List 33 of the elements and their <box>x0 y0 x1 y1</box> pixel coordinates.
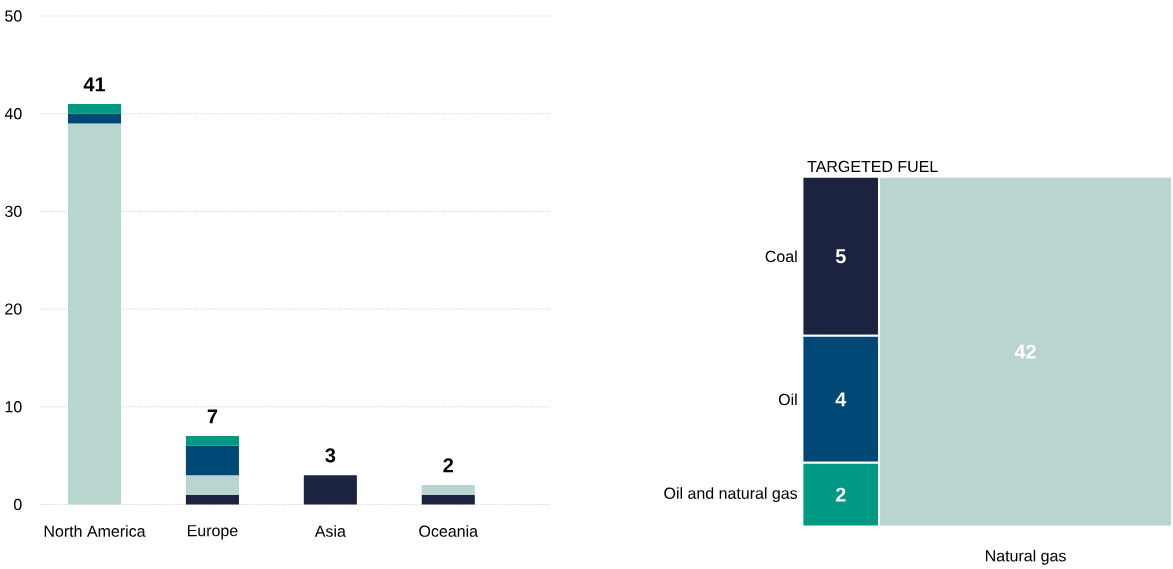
bar <box>185 494 239 505</box>
total-label: 7 <box>207 409 218 424</box>
data-label: 4 <box>835 392 847 407</box>
bar <box>303 475 357 505</box>
bar <box>185 475 239 495</box>
total-label: 3 <box>325 448 336 463</box>
category-label: Oil and natural gas <box>664 487 798 503</box>
x-tick-label: North America <box>44 525 146 537</box>
data-label: 2 <box>835 487 846 502</box>
text: TARGETED FUEL <box>807 160 938 173</box>
y-tick-label: 50 <box>5 10 22 22</box>
x-tick-label: Asia <box>314 525 346 537</box>
bar <box>421 484 475 495</box>
category-label: Coal <box>765 250 797 263</box>
category-label: Oil <box>778 393 797 406</box>
bar <box>185 445 239 476</box>
y-tick-label: 10 <box>5 401 22 413</box>
x-tick-label: Oceania <box>419 525 479 537</box>
total-label: 41 <box>83 77 106 92</box>
bar <box>421 494 475 505</box>
bar <box>67 113 122 124</box>
bar <box>67 103 122 114</box>
y-tick-label: 30 <box>5 205 22 217</box>
data-label: 42 <box>1014 344 1036 359</box>
category-label: Natural gas <box>986 549 1066 565</box>
x-tick-label: Europe <box>187 525 238 540</box>
bar <box>67 123 122 505</box>
data-label: 5 <box>835 249 846 264</box>
y-tick-label: 20 <box>5 303 22 315</box>
y-tick-label: 40 <box>4 107 22 120</box>
y-tick-label: 0 <box>13 498 22 511</box>
total-label: 2 <box>443 458 454 473</box>
bar <box>185 436 239 446</box>
